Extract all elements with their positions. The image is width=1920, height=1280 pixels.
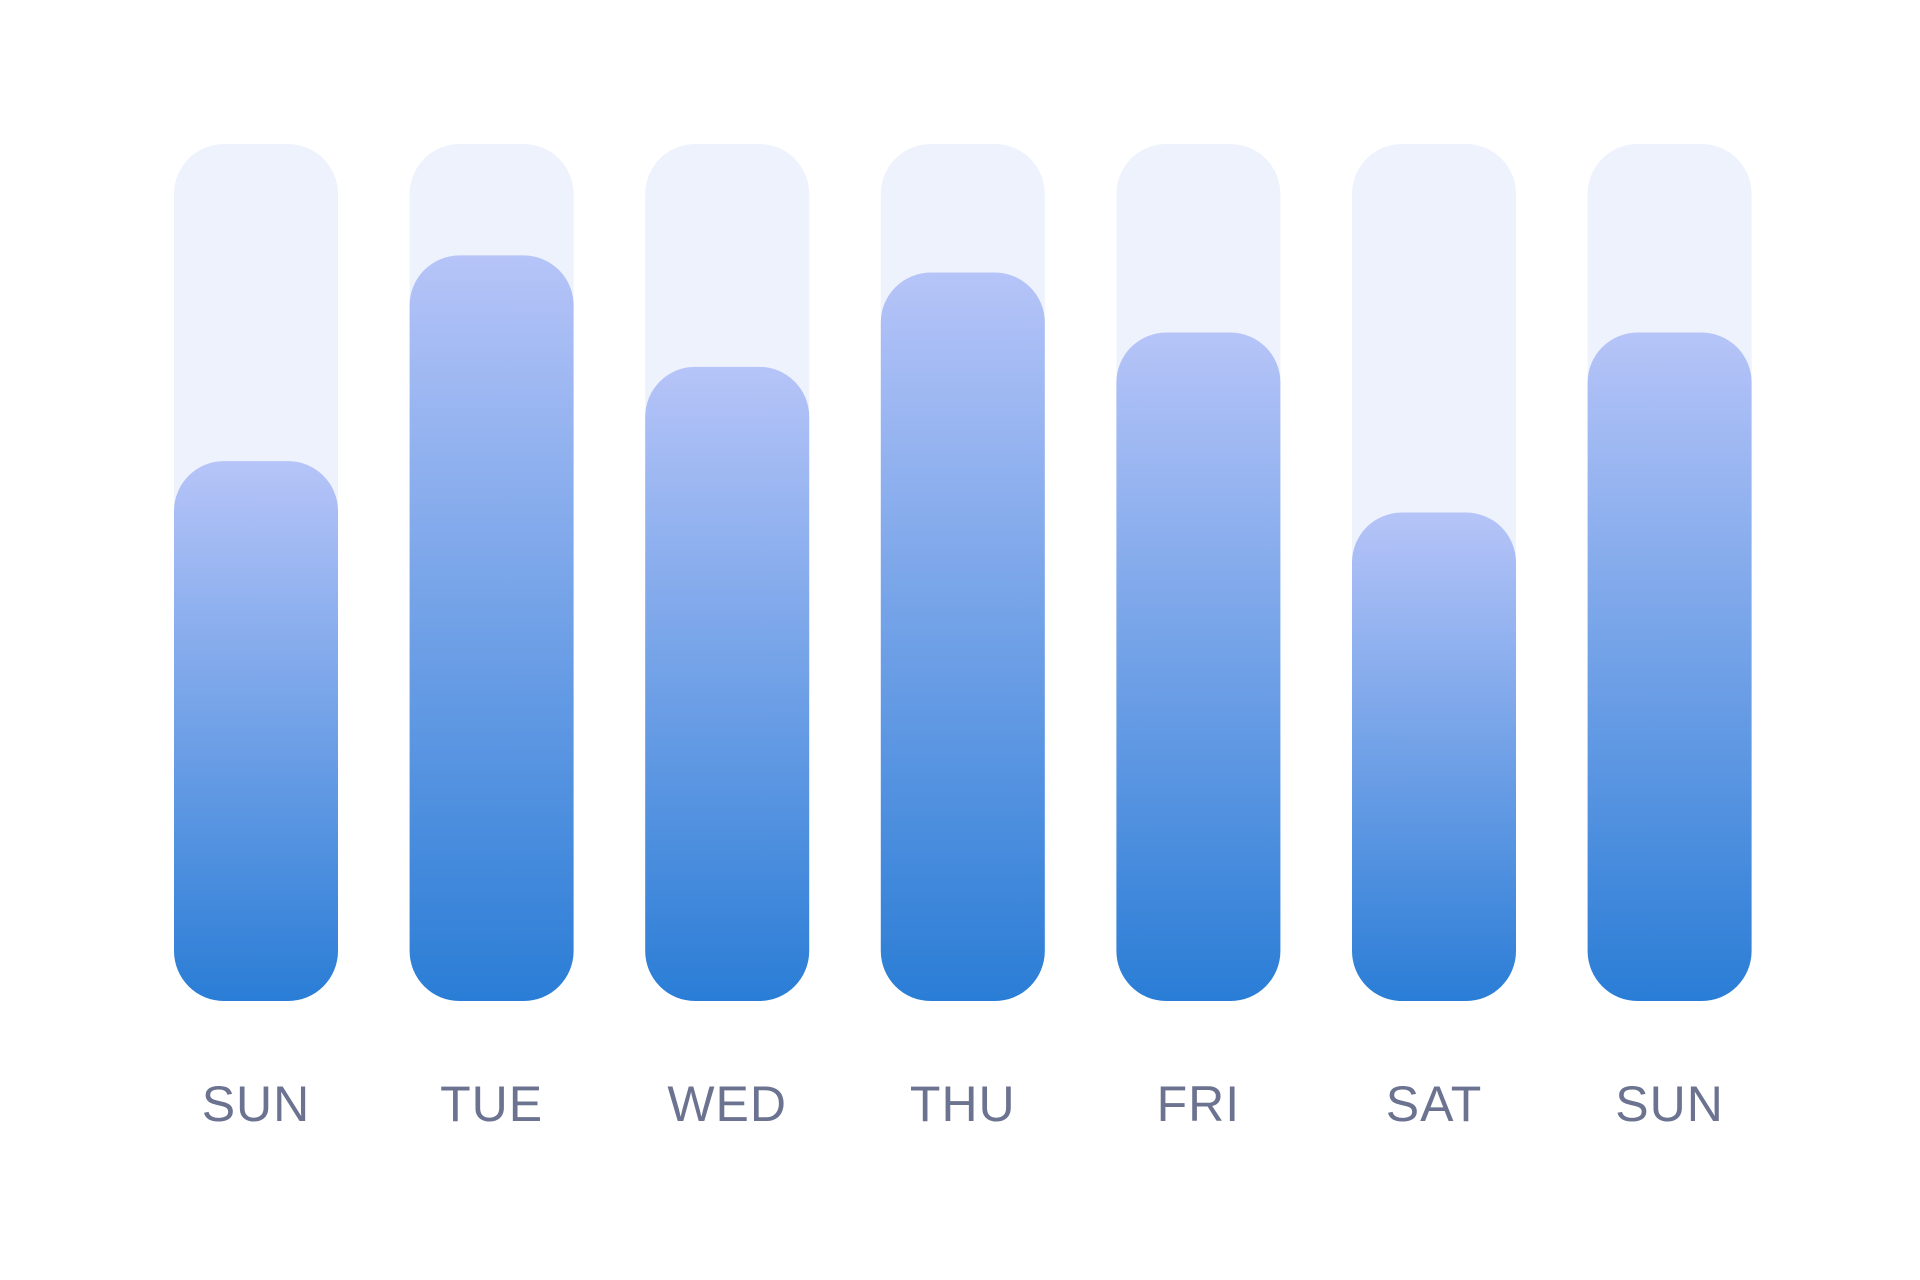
- x-tick-label: WED: [667, 1076, 787, 1132]
- bar: [1116, 332, 1281, 1001]
- x-tick-label: SUN: [202, 1076, 311, 1132]
- bar: [409, 255, 574, 1001]
- x-tick-label: SAT: [1386, 1076, 1483, 1132]
- bar: [174, 461, 338, 1002]
- bar: [1587, 332, 1752, 1001]
- x-tick-label: TUE: [440, 1076, 543, 1132]
- x-tick-label: FRI: [1157, 1076, 1241, 1132]
- bar: [880, 272, 1045, 1001]
- x-tick-label: THU: [910, 1076, 1016, 1132]
- bar: [1352, 512, 1516, 1001]
- bar: [645, 366, 810, 1001]
- x-tick-label: SUN: [1615, 1076, 1724, 1132]
